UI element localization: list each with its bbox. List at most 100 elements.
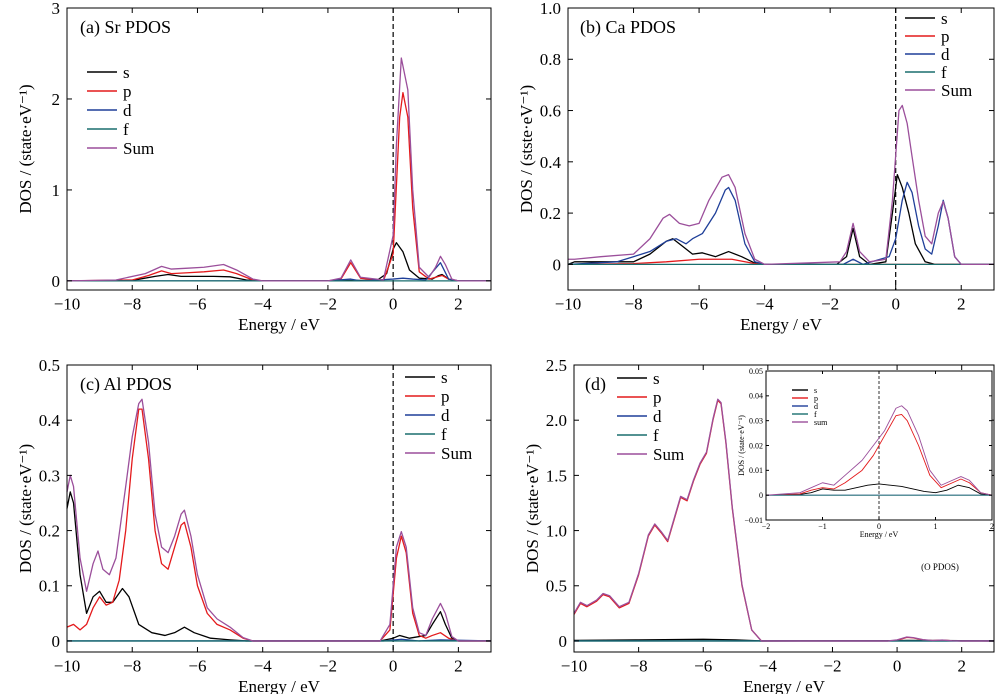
x-tick-label: −10 xyxy=(561,657,588,676)
legend-label-s: s xyxy=(653,369,660,388)
legend-label-d: d xyxy=(814,402,818,411)
legend-label-p: p xyxy=(653,388,662,407)
y-tick-label: 2.0 xyxy=(546,411,567,430)
y-tick-label: 0.6 xyxy=(540,101,561,120)
legend-label-f: f xyxy=(123,120,129,139)
x-tick-label: −4 xyxy=(759,657,778,676)
x-tick-label: −8 xyxy=(630,657,648,676)
x-tick-label: 1 xyxy=(934,522,938,531)
legend-label-p: p xyxy=(941,27,950,46)
x-tick-label: −6 xyxy=(188,657,206,676)
y-tick-label: 0.5 xyxy=(39,356,60,375)
y-axis-label: DOS / (state·eV⁻¹) xyxy=(16,84,35,213)
legend-label-d: d xyxy=(653,407,662,426)
legend-label-p: p xyxy=(814,394,818,403)
legend-label-f: f xyxy=(814,410,817,419)
panel-label: (b) Ca PDOS xyxy=(580,17,676,38)
legend-label-p: p xyxy=(123,82,132,101)
y-axis-label: DOS / (state·eV⁻¹) xyxy=(16,444,35,573)
y-axis-label: DOS / (state·eV⁻¹) xyxy=(737,415,746,476)
x-tick-label: −10 xyxy=(54,295,81,314)
panel-label: (c) Al PDOS xyxy=(80,374,172,395)
legend-label-p: p xyxy=(441,387,450,406)
x-tick-label: −1 xyxy=(818,522,827,531)
plot-frame xyxy=(573,364,995,653)
x-tick-label: −10 xyxy=(54,657,81,676)
plot-frame xyxy=(567,7,995,291)
series-line-s xyxy=(567,173,994,266)
y-tick-label: 0.01 xyxy=(749,466,763,475)
x-tick-label: −2 xyxy=(821,295,839,314)
x-axis-label: Energy / eV xyxy=(238,315,321,334)
y-axis-label: DOS / (stste·eV⁻¹) xyxy=(517,85,536,213)
x-tick-label: −4 xyxy=(254,295,273,314)
legend-label-f: f xyxy=(653,426,659,445)
y-tick-label: 1.0 xyxy=(540,0,561,18)
y-tick-label: 0.4 xyxy=(39,411,61,430)
inset-annotation: (O PDOS) xyxy=(921,562,959,572)
y-tick-label: 0.4 xyxy=(540,153,562,172)
x-tick-label: −8 xyxy=(123,657,141,676)
series-line-p xyxy=(66,91,491,282)
y-tick-label: 3 xyxy=(52,0,61,18)
inset-plot: −2 −1 0 1 2 −0.01 0 0.01 0.02 0.03 0.04 0.05 Energy … xyxy=(737,367,994,572)
series-line-p xyxy=(66,408,491,642)
x-tick-label: −6 xyxy=(188,295,206,314)
y-tick-label: 0 xyxy=(553,255,562,274)
y-tick-label: −0.01 xyxy=(744,516,763,525)
series-line-s xyxy=(66,491,491,642)
x-tick-label: 2 xyxy=(990,522,994,531)
x-tick-label: −2 xyxy=(762,522,771,531)
y-tick-label: 0.05 xyxy=(749,367,763,376)
legend-label-d: d xyxy=(941,45,950,64)
plot-panel: −10 −8 −6 −4 −2 0 2 0 0.1 0.2 0.3 0.4 0.5 Energy / eV… xyxy=(16,356,492,694)
legend-label-s: s xyxy=(941,9,948,28)
legend-label-s: s xyxy=(814,386,817,395)
y-tick-label: 0.2 xyxy=(39,522,60,541)
y-tick-label: 0.03 xyxy=(749,416,763,425)
x-tick-label: −2 xyxy=(823,657,841,676)
y-tick-label: 0.2 xyxy=(540,204,561,223)
y-tick-label: 0.1 xyxy=(39,577,60,596)
x-tick-label: 0 xyxy=(891,295,900,314)
plot-panel: −10 −8 −6 −4 −2 0 2 0 1 2 3 Energy / eV DOS / (state… xyxy=(16,0,492,334)
y-tick-label: 0.3 xyxy=(39,466,60,485)
series-line-s xyxy=(66,242,491,282)
x-tick-label: −6 xyxy=(694,657,712,676)
y-tick-label: 2 xyxy=(52,90,61,109)
x-tick-label: 2 xyxy=(957,657,966,676)
x-tick-label: 2 xyxy=(454,657,463,676)
x-tick-label: 0 xyxy=(893,657,902,676)
legend-label-f: f xyxy=(941,63,947,82)
x-tick-label: −6 xyxy=(690,295,708,314)
x-tick-label: −8 xyxy=(123,295,141,314)
x-axis-label: Energy / eV xyxy=(743,677,826,694)
legend-label-s: s xyxy=(441,368,448,387)
y-tick-label: 0 xyxy=(759,491,763,500)
y-tick-label: 0 xyxy=(559,632,568,651)
y-tick-label: 2.5 xyxy=(546,356,567,375)
panel-label: (a) Sr PDOS xyxy=(80,17,171,38)
legend-label-d: d xyxy=(123,101,132,120)
series-line-sum xyxy=(568,104,994,266)
y-tick-label: 0.02 xyxy=(749,441,763,450)
y-tick-label: 0.04 xyxy=(749,392,763,401)
panel-label: (d) xyxy=(585,374,606,395)
y-tick-label: 0.8 xyxy=(540,50,561,69)
y-tick-label: 0.5 xyxy=(546,577,567,596)
series-line-p xyxy=(765,414,993,496)
series-line-d xyxy=(67,262,491,282)
y-tick-label: 0 xyxy=(52,632,61,651)
x-tick-label: −2 xyxy=(319,295,337,314)
x-axis-label: Energy / eV xyxy=(860,530,899,539)
series-line-sum xyxy=(765,405,993,496)
y-tick-label: 1 xyxy=(52,181,61,200)
x-axis-label: Energy / eV xyxy=(740,315,823,334)
x-axis-label: Energy / eV xyxy=(238,677,321,694)
